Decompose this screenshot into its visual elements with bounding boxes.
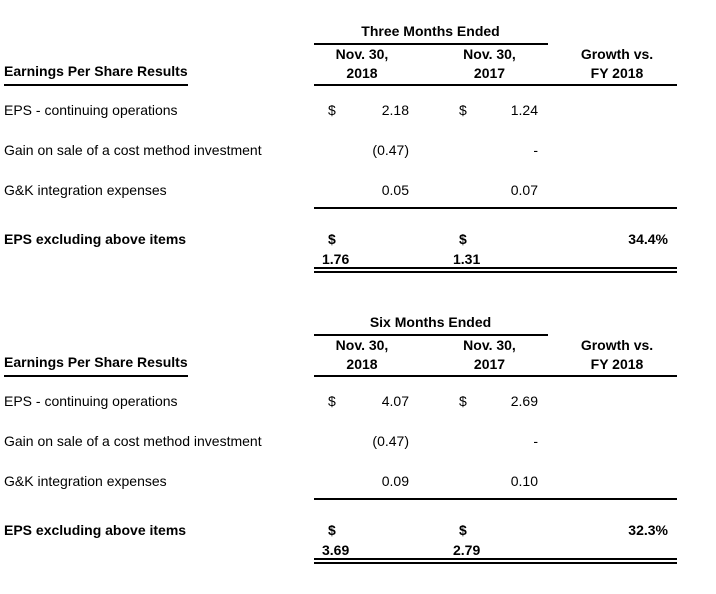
currency-symbol: $ [328, 231, 336, 247]
value-cell-2017: - [431, 142, 548, 158]
label-cell: Gain on sale of a cost method investment [4, 142, 262, 158]
col-header-line2: 2018 [346, 356, 378, 372]
subtotal-rule [314, 498, 677, 500]
label-cell: EPS excluding above items [4, 231, 187, 247]
col-header-nov-2017: Nov. 30, 2017 [431, 45, 548, 83]
value-text: 1.24 [510, 102, 538, 118]
row-group-header: Earnings Per Share Results [4, 354, 188, 377]
currency-symbol: $ [328, 102, 336, 118]
value-text: 1.31 [453, 251, 481, 267]
label-cell: Gain on sale of a cost method investment [4, 433, 262, 449]
value-cell-2018: 0.05 [313, 182, 431, 198]
col-header-line2: FY 2018 [590, 65, 644, 81]
value-text: 2.18 [381, 102, 409, 118]
period-title: Six Months Ended [369, 314, 492, 330]
value-text: 2.69 [510, 393, 538, 409]
col-header-line1: Nov. 30, [335, 46, 389, 62]
col-header-line1: Growth vs. [580, 46, 654, 62]
value-cell-2017: - [431, 433, 548, 449]
total-double-rule [314, 558, 677, 564]
value-cell-2018: $ 3.69 [313, 520, 431, 560]
period-underline [314, 334, 548, 336]
label-cell: G&K integration expenses [4, 182, 167, 198]
currency-symbol: $ [328, 522, 336, 538]
value-cell-2018: $ 2.18 [313, 102, 431, 118]
currency-symbol: $ [459, 102, 467, 118]
total-double-rule [314, 267, 677, 273]
value-text: 0.05 [381, 182, 409, 198]
col-header-nov-2017: Nov. 30, 2017 [431, 336, 548, 374]
col-header-line2: FY 2018 [590, 356, 644, 372]
col-header-line1: Nov. 30, [463, 46, 516, 62]
value-cell-2018: (0.47) [313, 142, 431, 158]
header-rule [314, 375, 677, 377]
value-text: 0.10 [510, 473, 538, 489]
value-cell-2017: 0.07 [431, 182, 548, 198]
col-header-growth: Growth vs. FY 2018 [548, 45, 677, 83]
value-cell-2018: 0.09 [313, 473, 431, 489]
currency-symbol: $ [328, 393, 336, 409]
value-cell-2018: $ 4.07 [313, 393, 431, 409]
value-cell-2017: $ 1.31 [431, 229, 548, 269]
col-header-line2: 2017 [473, 356, 506, 372]
value-text: - [533, 433, 538, 449]
value-cell-2018: $ 1.76 [313, 229, 431, 269]
col-header-line1: Nov. 30, [335, 337, 389, 353]
period-title: Three Months Ended [361, 23, 500, 39]
col-header-line2: 2017 [473, 65, 506, 81]
currency-symbol: $ [459, 231, 467, 247]
value-text: 1.76 [322, 251, 350, 267]
value-text: 2.79 [453, 542, 481, 558]
col-header-growth: Growth vs. FY 2018 [548, 336, 677, 374]
growth-cell: 34.4% [628, 231, 668, 247]
value-text: (0.47) [372, 142, 409, 158]
currency-symbol: $ [459, 522, 467, 538]
row-group-header: Earnings Per Share Results [4, 63, 188, 86]
label-cell: G&K integration expenses [4, 473, 167, 489]
value-text: - [533, 142, 538, 158]
value-text: 4.07 [381, 393, 409, 409]
value-text: 0.09 [381, 473, 409, 489]
subtotal-rule [314, 207, 677, 209]
value-cell-2017: $ 2.69 [431, 393, 548, 409]
header-rule [314, 84, 677, 86]
value-text: 0.07 [510, 182, 538, 198]
label-cell: EPS - continuing operations [4, 102, 178, 118]
currency-symbol: $ [459, 393, 467, 409]
six-months-table: Six Months Ended Nov. 30, 2018 Nov. 30, … [0, 291, 716, 567]
col-header-line1: Nov. 30, [463, 337, 516, 353]
label-cell: EPS excluding above items [4, 522, 187, 538]
value-cell-2017: 0.10 [431, 473, 548, 489]
label-cell: EPS - continuing operations [4, 393, 178, 409]
col-header-line2: 2018 [346, 65, 378, 81]
three-months-table: Three Months Ended Nov. 30, 2018 Nov. 30… [0, 0, 716, 276]
value-cell-2018: (0.47) [313, 433, 431, 449]
value-text: 3.69 [322, 542, 350, 558]
col-header-line1: Growth vs. [580, 337, 654, 353]
value-cell-2017: $ 1.24 [431, 102, 548, 118]
growth-cell: 32.3% [628, 522, 668, 538]
col-header-nov-2018: Nov. 30, 2018 [313, 336, 431, 374]
value-cell-2017: $ 2.79 [431, 520, 548, 560]
period-underline [314, 43, 548, 45]
col-header-nov-2018: Nov. 30, 2018 [313, 45, 431, 83]
value-text: (0.47) [372, 433, 409, 449]
